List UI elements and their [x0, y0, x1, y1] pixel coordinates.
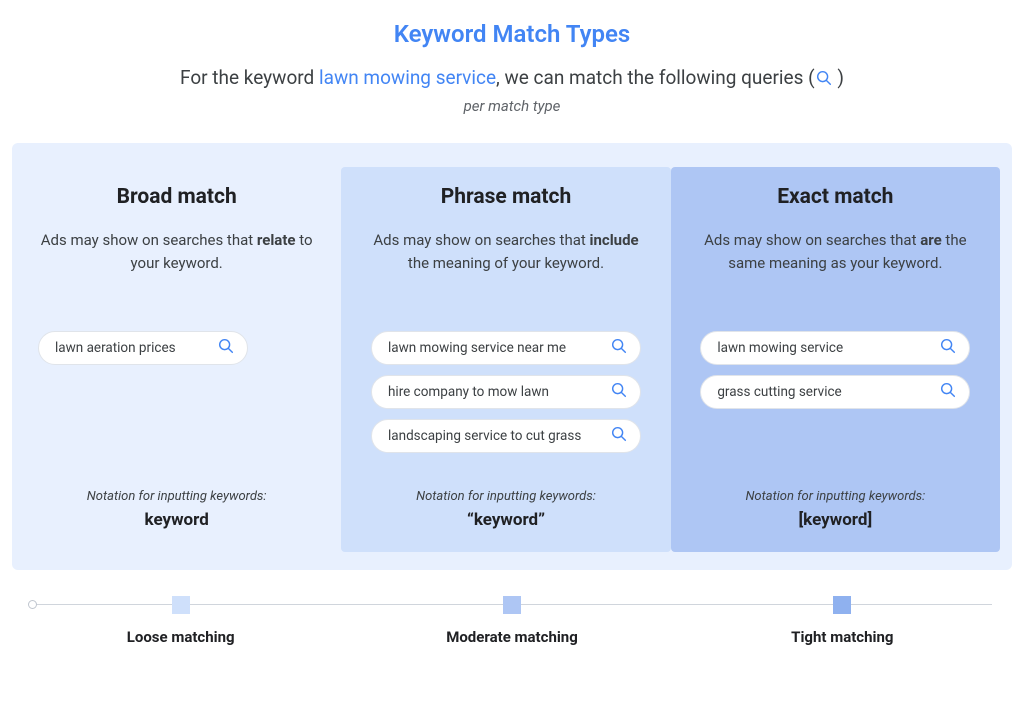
example-query-text: lawn mowing service [717, 340, 931, 356]
example-query-pill: grass cutting service [700, 375, 970, 409]
subtitle-close: ) [833, 66, 844, 89]
column-title: Broad match [38, 185, 315, 209]
column-description: Ads may show on searches that relate to … [38, 229, 315, 299]
page-title: Keyword Match Types [8, 20, 1016, 48]
notation-label: Notation for inputting keywords: [367, 463, 644, 504]
search-icon [217, 337, 235, 359]
example-query-text: grass cutting service [717, 384, 931, 400]
subtitle-pre: For the keyword [180, 66, 319, 89]
example-query-pill: hire company to mow lawn [371, 375, 641, 409]
search-icon [939, 381, 957, 403]
infographic-root: Keyword Match Types For the keyword lawn… [0, 0, 1024, 654]
example-query-pill: lawn aeration prices [38, 331, 248, 365]
search-icon [939, 337, 957, 359]
column-title: Phrase match [367, 185, 644, 209]
example-query-text: lawn mowing service near me [388, 340, 602, 356]
example-query-pill: lawn mowing service near me [371, 331, 641, 365]
column-description: Ads may show on searches that are the sa… [697, 229, 974, 299]
keyword-highlight: lawn mowing service [319, 66, 496, 89]
spectrum-label: Tight matching [791, 628, 893, 646]
notation-label: Notation for inputting keywords: [38, 463, 315, 504]
notation-value: [keyword] [697, 510, 974, 530]
spectrum-marker-tight [833, 596, 851, 614]
notation-value: “keyword” [367, 510, 644, 530]
example-list: lawn aeration prices [38, 331, 315, 463]
search-icon [610, 425, 628, 447]
column-title: Exact match [697, 185, 974, 209]
column-broad-match: Broad match Ads may show on searches tha… [12, 167, 341, 552]
spectrum-label: Loose matching [127, 628, 235, 646]
spectrum-start-dot [28, 600, 37, 609]
column-exact-match: Exact match Ads may show on searches tha… [671, 167, 1000, 552]
example-query-text: landscaping service to cut grass [388, 428, 602, 444]
example-query-text: hire company to mow lawn [388, 384, 602, 400]
search-icon [815, 69, 833, 87]
example-query-pill: lawn mowing service [700, 331, 970, 365]
notation-value: keyword [38, 510, 315, 530]
spectrum-label: Moderate matching [446, 628, 578, 646]
matching-spectrum: Loose matching Moderate matching Tight m… [16, 594, 1008, 654]
page-subtitle: For the keyword lawn mowing service, we … [8, 66, 1016, 89]
search-icon [610, 337, 628, 359]
example-query-text: lawn aeration prices [55, 340, 209, 356]
example-list: lawn mowing service grass cutting servic… [697, 331, 974, 463]
subtitle-post: , we can match the following queries ( [496, 66, 815, 89]
example-query-pill: landscaping service to cut grass [371, 419, 641, 453]
page-subtitle-2: per match type [8, 97, 1016, 115]
spectrum-marker-loose [172, 596, 190, 614]
column-description: Ads may show on searches that include th… [367, 229, 644, 299]
example-list: lawn mowing service near me hire company… [367, 331, 644, 463]
notation-label: Notation for inputting keywords: [697, 463, 974, 504]
match-types-panel: Broad match Ads may show on searches tha… [12, 143, 1012, 570]
column-phrase-match: Phrase match Ads may show on searches th… [341, 167, 670, 552]
search-icon [610, 381, 628, 403]
spectrum-marker-moderate [503, 596, 521, 614]
